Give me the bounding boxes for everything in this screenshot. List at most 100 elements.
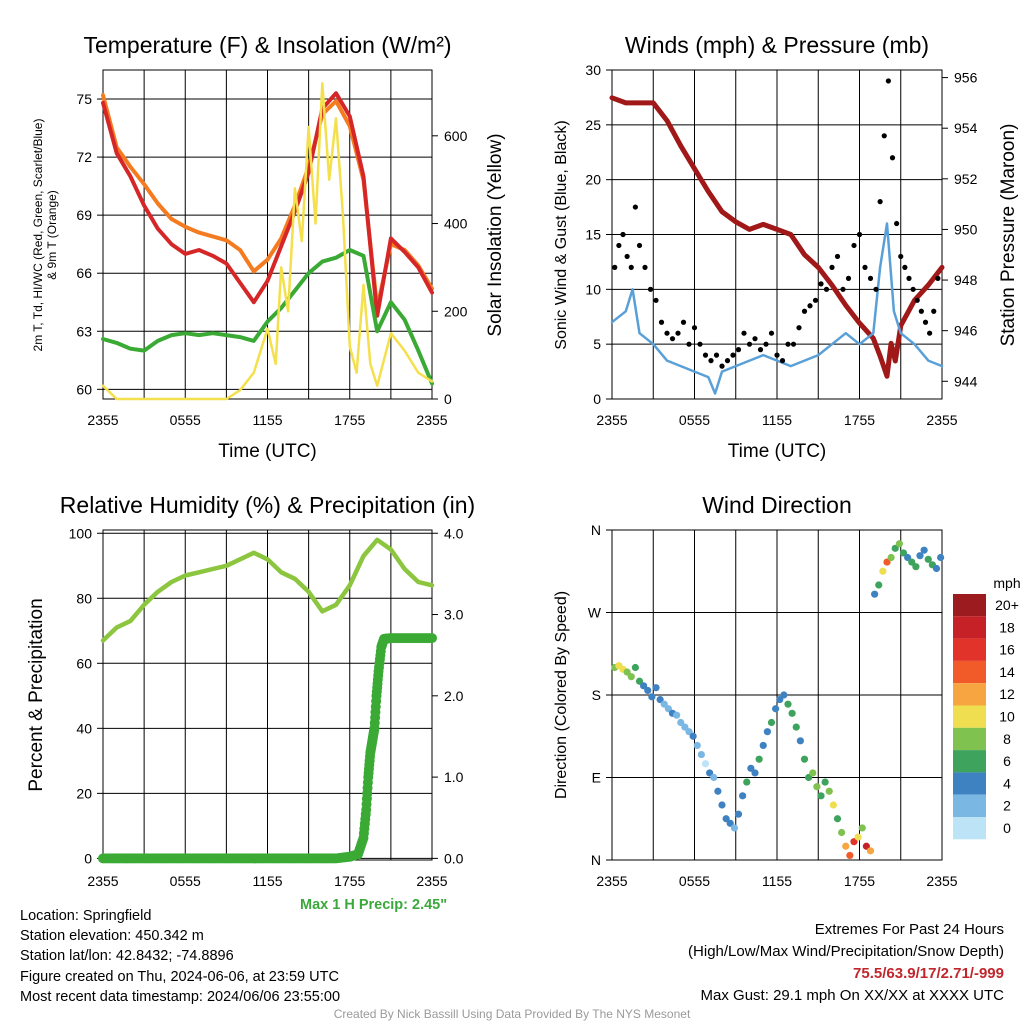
x-tick-label: 1155 bbox=[252, 873, 282, 889]
colorbar-swatch bbox=[953, 750, 986, 773]
gust-marker bbox=[829, 264, 835, 270]
y2-tick-label: 950 bbox=[954, 221, 978, 237]
wdir-point bbox=[623, 668, 631, 676]
y-tick-label: 63 bbox=[76, 323, 92, 339]
y-tick-label: 0 bbox=[84, 850, 92, 866]
gust-marker bbox=[823, 286, 830, 292]
gust-marker bbox=[741, 330, 747, 336]
wdir-point bbox=[681, 723, 689, 731]
wdir-point bbox=[730, 824, 738, 832]
colorbar-swatch bbox=[953, 660, 986, 684]
gust-marker bbox=[708, 358, 714, 364]
gust-marker bbox=[894, 220, 900, 227]
wdir-point bbox=[854, 833, 862, 841]
colorbar-label: 2 bbox=[1003, 798, 1011, 814]
wdir-point bbox=[747, 764, 755, 772]
wdir-point bbox=[850, 838, 858, 846]
temp-series-red bbox=[101, 91, 434, 318]
gust-marker bbox=[713, 352, 720, 358]
wdir-point bbox=[759, 741, 767, 750]
colorbar-swatch bbox=[953, 683, 986, 706]
wdir-point bbox=[805, 773, 813, 782]
x-tick-label: 2355 bbox=[87, 412, 118, 428]
x-tick-label: 0555 bbox=[679, 412, 710, 428]
gust-marker bbox=[877, 199, 883, 205]
wdir-point bbox=[755, 755, 763, 763]
gust-marker bbox=[889, 155, 896, 161]
gust-marker bbox=[881, 133, 887, 139]
gust-marker bbox=[931, 308, 937, 314]
most-recent-data: Most recent data timestamp: 2024/06/06 2… bbox=[20, 988, 341, 1005]
gust-marker bbox=[807, 303, 813, 309]
wdir-point bbox=[693, 741, 701, 750]
credit-line: Created By Nick Bassill Using Data Provi… bbox=[333, 1007, 691, 1021]
plot-frame bbox=[102, 69, 433, 400]
wdir-point bbox=[879, 567, 887, 575]
y-tick-label: W bbox=[588, 605, 602, 621]
wdir-point bbox=[858, 824, 866, 832]
wdir-point bbox=[763, 728, 771, 736]
wdir-point bbox=[871, 590, 879, 598]
wdir-point bbox=[706, 769, 714, 777]
wdir-point bbox=[685, 728, 693, 736]
x-tick-label: 0555 bbox=[170, 412, 201, 428]
rh-chart-title: Relative Humidity (%) & Precipitation (i… bbox=[60, 492, 475, 518]
wdir-point bbox=[891, 544, 899, 552]
wdir-point bbox=[821, 778, 829, 786]
wdir-point bbox=[924, 555, 932, 563]
y-tick-label: 69 bbox=[76, 207, 92, 223]
colorbar-label: 16 bbox=[999, 642, 1015, 658]
wdir-point bbox=[829, 801, 837, 809]
max-precip-annotation: Max 1 H Precip: 2.45" bbox=[300, 897, 448, 913]
max-gust: Max Gust: 29.1 mph On XX/XX at XXXX UTC bbox=[700, 987, 1004, 1004]
wdir-point bbox=[883, 558, 891, 566]
gust-marker bbox=[628, 264, 634, 270]
colorbar-label: 8 bbox=[1003, 731, 1011, 747]
gust-marker bbox=[910, 286, 916, 292]
gust-marker bbox=[873, 286, 879, 292]
gust-marker bbox=[653, 297, 659, 303]
wdir-point bbox=[817, 792, 825, 800]
colorbar-swatch bbox=[953, 794, 986, 817]
temp-chart-title: Temperature (F) & Insolation (W/m²) bbox=[83, 32, 451, 58]
wdir-point bbox=[846, 851, 854, 860]
wdir-point bbox=[895, 540, 903, 548]
wdir-point bbox=[656, 695, 664, 704]
wind-series-blue bbox=[610, 222, 944, 395]
gust-marker bbox=[834, 253, 841, 260]
extremes-title: Extremes For Past 24 Hours bbox=[814, 921, 1004, 938]
gust-marker bbox=[620, 231, 626, 238]
extremes-box: Extremes For Past 24 Hours (High/Low/Max… bbox=[688, 919, 1004, 1007]
y-tick-label: 0 bbox=[593, 391, 601, 407]
temp-y2-label: Solar Insolation (Yellow) bbox=[485, 133, 506, 336]
wdir-point bbox=[640, 682, 648, 690]
temp-y-label-line2: & 9m T (Orange) bbox=[45, 190, 59, 280]
gust-marker bbox=[812, 297, 819, 303]
gust-marker bbox=[697, 341, 703, 347]
colorbar-swatch bbox=[953, 616, 986, 639]
gust-marker bbox=[658, 319, 665, 325]
wdir-point bbox=[887, 553, 895, 562]
gust-marker bbox=[867, 275, 874, 281]
x-tick-label: 1755 bbox=[844, 873, 875, 889]
wdir-point bbox=[739, 792, 747, 800]
gust-marker bbox=[885, 78, 891, 84]
wdir-point bbox=[800, 755, 809, 763]
gust-marker bbox=[757, 347, 764, 353]
gust-marker bbox=[922, 319, 929, 325]
wdir-point bbox=[677, 718, 685, 727]
precip-marker bbox=[427, 633, 437, 644]
colorbar-label: 0 bbox=[1003, 820, 1011, 836]
gust-marker bbox=[935, 275, 941, 281]
x-tick-label: 1155 bbox=[762, 412, 792, 428]
wdir-y-label: Direction (Colored By Speed) bbox=[553, 591, 570, 799]
y-tick-label: 20 bbox=[585, 172, 601, 188]
y2-tick-label: 948 bbox=[954, 272, 978, 288]
wdir-point bbox=[772, 705, 780, 713]
y-tick-label: N bbox=[591, 522, 601, 538]
gust-marker bbox=[840, 286, 846, 292]
colorbar-swatch bbox=[953, 705, 986, 728]
wdir-point bbox=[627, 673, 635, 681]
x-tick-label: 1755 bbox=[334, 873, 365, 889]
y-tick-label: 15 bbox=[585, 227, 601, 243]
